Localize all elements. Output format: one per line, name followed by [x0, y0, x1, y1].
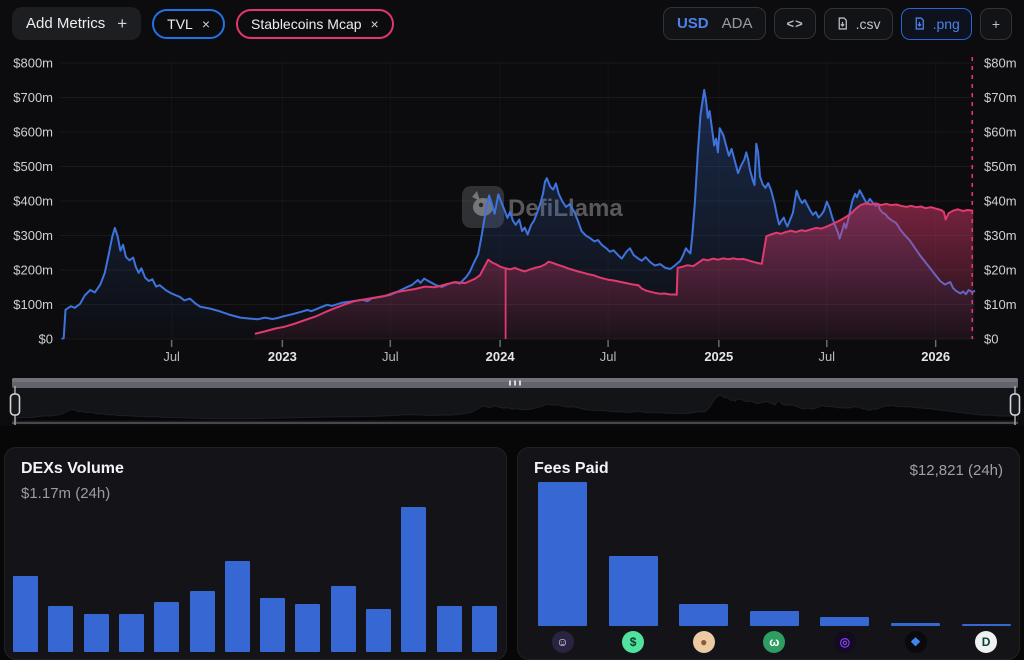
metric-chip-tvl[interactable]: TVL × — [152, 9, 225, 39]
svg-text:2026: 2026 — [921, 349, 950, 364]
metric-chip-label: TVL — [167, 16, 193, 32]
card-subtitle: $1.17m (24h) — [21, 485, 110, 502]
file-download-icon — [836, 17, 849, 30]
svg-text:2024: 2024 — [486, 349, 516, 364]
svg-text:$20m: $20m — [984, 263, 1017, 278]
currency-toggle[interactable]: USD ADA — [663, 7, 767, 40]
svg-text:$600m: $600m — [13, 125, 53, 140]
volume-bar — [119, 614, 144, 652]
svg-text:$0: $0 — [984, 332, 998, 347]
svg-text:$200m: $200m — [13, 263, 53, 278]
plus-icon: + — [992, 16, 1000, 32]
card-value: $12,821 (24h) — [910, 462, 1003, 479]
add-chart-button[interactable]: + — [980, 8, 1012, 40]
download-csv-button[interactable]: .csv — [824, 8, 893, 40]
dexs-volume-card: DEXs Volume $1.17m (24h) — [4, 447, 507, 660]
volume-bar — [295, 604, 320, 652]
svg-text:$400m: $400m — [13, 194, 53, 209]
close-icon[interactable]: × — [202, 17, 210, 31]
volume-bar — [331, 586, 356, 652]
fees-paid-card: ☺$●ω◎❖D Fees Paid $12,821 (24h) — [517, 447, 1020, 660]
volume-bar — [401, 507, 426, 652]
bottom-cards: DEXs Volume $1.17m (24h) ☺$●ω◎❖D Fees Pa… — [4, 447, 1020, 660]
svg-text:Jul: Jul — [382, 349, 399, 364]
svg-text:Jul: Jul — [818, 349, 835, 364]
plus-icon: + — [117, 15, 127, 32]
volume-bar — [366, 609, 391, 652]
svg-text:$0: $0 — [39, 332, 53, 347]
volume-bar — [13, 576, 38, 652]
svg-text:$60m: $60m — [984, 125, 1017, 140]
png-label: .png — [933, 16, 960, 32]
tvl-stablecoins-chart[interactable]: $0 $0 $100m $10m $200m $20m $300m $30m $400m $40m… — [0, 45, 1024, 375]
volume-bar — [154, 602, 179, 652]
fees-bar — [750, 611, 799, 626]
svg-text:$80m: $80m — [984, 56, 1017, 71]
svg-text:Jul: Jul — [600, 349, 617, 364]
svg-text:$70m: $70m — [984, 90, 1017, 105]
svg-text:$300m: $300m — [13, 228, 53, 243]
svg-text:$10m: $10m — [984, 297, 1017, 312]
fees-bar — [538, 482, 587, 626]
card-title: DEXs Volume — [21, 460, 124, 478]
close-icon[interactable]: × — [371, 17, 379, 31]
svg-text:$40m: $40m — [984, 194, 1017, 209]
fees-bar — [962, 624, 1011, 626]
svg-text:Jul: Jul — [163, 349, 180, 364]
file-download-icon — [913, 17, 926, 30]
chart-panel: Add Metrics + TVL × Stablecoins Mcap × U… — [0, 0, 1024, 426]
download-png-button[interactable]: .png — [901, 8, 972, 40]
fees-bar — [679, 604, 728, 626]
volume-bar — [190, 591, 215, 652]
csv-label: .csv — [856, 16, 881, 32]
add-metrics-label: Add Metrics — [26, 15, 105, 32]
metric-chip-stablecoins[interactable]: Stablecoins Mcap × — [236, 9, 394, 39]
metric-chip-label: Stablecoins Mcap — [251, 16, 362, 32]
toolbar-actions: USD ADA <> .csv .png + — [663, 7, 1012, 40]
volume-bar — [260, 598, 285, 652]
dexs-volume-bars — [5, 448, 506, 659]
toolbar: Add Metrics + TVL × Stablecoins Mcap × U… — [0, 0, 1024, 47]
volume-bar — [84, 614, 109, 652]
svg-text:$800m: $800m — [13, 56, 53, 71]
svg-text:$500m: $500m — [13, 159, 53, 174]
fees-bar — [891, 623, 940, 626]
brush-grip-dots[interactable] — [509, 381, 521, 386]
time-range-brush[interactable] — [0, 377, 1024, 425]
svg-text:2025: 2025 — [704, 349, 733, 364]
card-title: Fees Paid — [534, 460, 609, 478]
volume-bar — [48, 606, 73, 652]
svg-text:2023: 2023 — [268, 349, 297, 364]
svg-text:$50m: $50m — [984, 159, 1017, 174]
volume-bar — [225, 561, 250, 652]
embed-button[interactable]: <> — [774, 8, 815, 39]
volume-bar — [472, 606, 497, 652]
volume-bar — [437, 606, 462, 652]
code-icon: <> — [786, 16, 803, 31]
svg-text:$700m: $700m — [13, 90, 53, 105]
svg-text:$30m: $30m — [984, 228, 1017, 243]
currency-option-usd[interactable]: USD — [677, 15, 709, 32]
fees-bar — [820, 617, 869, 626]
fees-paid-bars — [518, 448, 1019, 659]
fees-bar — [609, 556, 658, 626]
currency-option-ada[interactable]: ADA — [722, 15, 753, 32]
add-metrics-button[interactable]: Add Metrics + — [12, 7, 141, 40]
svg-text:$100m: $100m — [13, 297, 53, 312]
